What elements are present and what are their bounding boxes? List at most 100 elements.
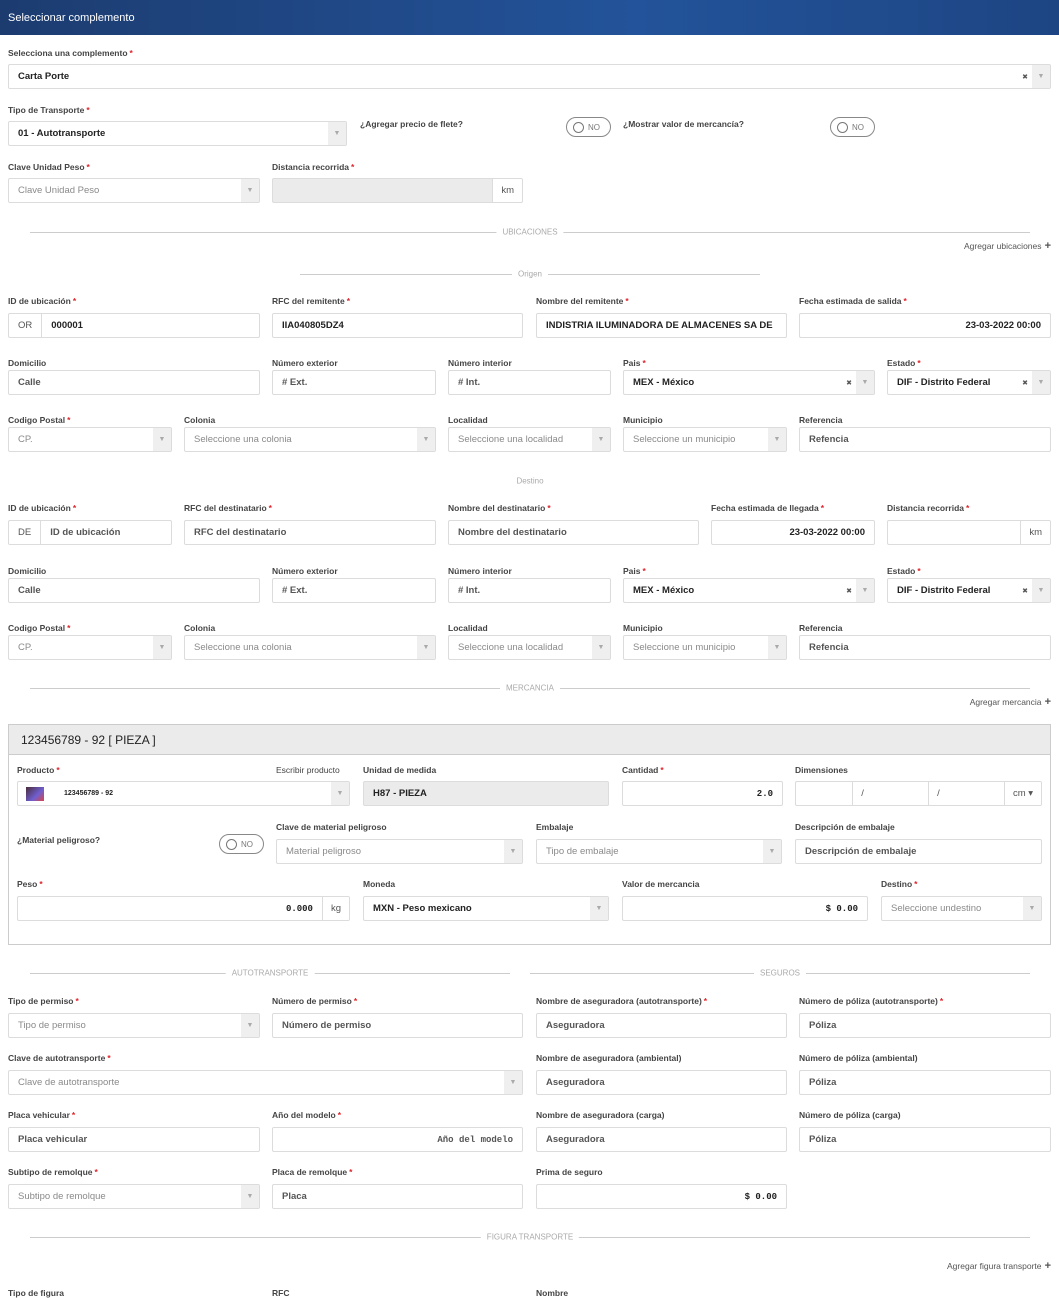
peso-input[interactable]: 0.000 kg — [17, 896, 350, 921]
add-figura-link[interactable]: Agregar figura transporte + — [947, 1260, 1051, 1272]
distancia-recorrida-input[interactable]: km — [887, 520, 1051, 545]
unit-dropdown[interactable]: cm ▾ — [1003, 782, 1041, 805]
producto-select[interactable]: 123456789 - 92 ▼ — [17, 781, 350, 806]
placa-vehicular-input[interactable]: Placa vehicular — [8, 1127, 260, 1152]
municipio-select[interactable]: Seleccione un municipio ▼ — [623, 635, 787, 660]
caret-down-icon[interactable]: ▼ — [328, 122, 346, 145]
caret-down-icon[interactable]: ▼ — [768, 636, 786, 659]
clear-x-icon[interactable]: ✖ — [846, 379, 852, 387]
cantidad-input[interactable]: 2.0 — [622, 781, 783, 806]
dimension-largo-input[interactable] — [796, 782, 852, 805]
caret-down-icon[interactable]: ▼ — [331, 782, 349, 805]
embalaje-select[interactable]: Tipo de embalaje ▼ — [536, 839, 782, 864]
add-mercancia-link[interactable]: Agregar mercancia + — [970, 696, 1051, 708]
numero-interior-input[interactable]: # Int. — [448, 370, 611, 395]
dimension-alto-input[interactable] — [948, 782, 1004, 805]
domicilio-label: Domicilio — [8, 358, 46, 368]
descripcion-de-embalaje-input[interactable]: Descripción de embalaje — [795, 839, 1042, 864]
caret-down-icon[interactable]: ▼ — [241, 1014, 259, 1037]
nombre-de-aseguradora-ambiental-input[interactable]: Aseguradora — [536, 1070, 787, 1095]
referencia-label-text: Referencia — [799, 415, 843, 425]
valor-de-mercancia-input[interactable]: $ 0.00 — [622, 896, 868, 921]
valor-mercancia-toggle[interactable]: NO — [830, 117, 875, 137]
municipio-select[interactable]: Seleccione un municipio ▼ — [623, 427, 787, 452]
numero-de-poliza-carga-input[interactable]: Póliza — [799, 1127, 1051, 1152]
peso-label-text: Peso — [17, 879, 38, 889]
nombre-de-aseguradora-autotransporte-input[interactable]: Aseguradora — [536, 1013, 787, 1038]
caret-down-icon[interactable]: ▼ — [590, 897, 608, 920]
rfc-del-destinatario-input[interactable]: RFC del destinatario — [184, 520, 436, 545]
caret-down-icon[interactable]: ▼ — [1032, 371, 1050, 394]
caret-down-icon[interactable]: ▼ — [1032, 65, 1050, 88]
estado-select[interactable]: DIF - Distrito Federal ✖ ▼ — [887, 370, 1051, 395]
subtipo-de-remolque-select[interactable]: Subtipo de remolque ▼ — [8, 1184, 260, 1209]
referencia-input[interactable]: Refencia — [799, 427, 1051, 452]
domicilio-input[interactable]: Calle — [8, 578, 260, 603]
id-de-ubicacion-input[interactable]: DE ID de ubicación — [8, 520, 172, 545]
clear-x-icon[interactable]: ✖ — [1022, 379, 1028, 387]
numero-de-permiso-input[interactable]: Número de permiso — [272, 1013, 523, 1038]
pais-select[interactable]: MEX - México ✖ ▼ — [623, 370, 875, 395]
caret-down-icon[interactable]: ▼ — [1023, 897, 1041, 920]
caret-down-icon[interactable]: ▼ — [856, 579, 874, 602]
flete-toggle[interactable]: NO — [566, 117, 611, 137]
localidad-select[interactable]: Seleccione una localidad ▼ — [448, 427, 611, 452]
caret-down-icon[interactable]: ▼ — [241, 1185, 259, 1208]
fecha-estimada-de-salida-input[interactable]: 23-03-2022 00:00 — [799, 313, 1051, 338]
fecha-estimada-de-llegada-input[interactable]: 23-03-2022 00:00 — [711, 520, 875, 545]
caret-down-icon[interactable]: ▼ — [153, 428, 171, 451]
caret-down-icon[interactable]: ▼ — [763, 840, 781, 863]
escribir-producto-link[interactable]: Escribir producto — [276, 765, 340, 775]
caret-down-icon[interactable]: ▼ — [592, 636, 610, 659]
dimension-ancho-input[interactable] — [872, 782, 928, 805]
caret-down-icon[interactable]: ▼ — [417, 428, 435, 451]
nombre-del-remitente-input[interactable]: INDISTRIA ILUMINADORA DE ALMACENES SA DE — [536, 313, 787, 338]
rfc-del-remitente-label-text: RFC del remitente — [272, 296, 345, 306]
caret-down-icon[interactable]: ▼ — [417, 636, 435, 659]
caret-down-icon[interactable]: ▼ — [856, 371, 874, 394]
tipo-de-transporte-select[interactable]: 01 - Autotransporte ▼ — [8, 121, 347, 146]
codigo-postal-select[interactable]: CP. ▼ — [8, 427, 172, 452]
required-mark: * — [625, 296, 629, 306]
colonia-select[interactable]: Seleccione una colonia ▼ — [184, 635, 436, 660]
numero-exterior-input[interactable]: # Ext. — [272, 578, 436, 603]
ano-del-modelo-input[interactable]: Año del modelo — [272, 1127, 523, 1152]
tipo-de-permiso-select[interactable]: Tipo de permiso ▼ — [8, 1013, 260, 1038]
numero-de-poliza-ambiental-input[interactable]: Póliza — [799, 1070, 1051, 1095]
caret-down-icon[interactable]: ▼ — [241, 179, 259, 202]
domicilio-input[interactable]: Calle — [8, 370, 260, 395]
nombre-de-aseguradora-carga-input[interactable]: Aseguradora — [536, 1127, 787, 1152]
selecciona-una-complemento-select[interactable]: Carta Porte ✖ ▼ — [8, 64, 1051, 89]
codigo-postal-select[interactable]: CP. ▼ — [8, 635, 172, 660]
localidad-select[interactable]: Seleccione una localidad ▼ — [448, 635, 611, 660]
clave-unidad-peso-select[interactable]: Clave Unidad Peso ▼ — [8, 178, 260, 203]
numero-de-poliza-autotransporte-input[interactable]: Póliza — [799, 1013, 1051, 1038]
caret-down-icon[interactable]: ▼ — [504, 1071, 522, 1094]
prima-de-seguro-input[interactable]: $ 0.00 — [536, 1184, 787, 1209]
clear-x-icon[interactable]: ✖ — [1022, 73, 1028, 81]
id-de-ubicacion-input[interactable]: OR 000001 — [8, 313, 260, 338]
clear-x-icon[interactable]: ✖ — [1022, 587, 1028, 595]
clear-x-icon[interactable]: ✖ — [846, 587, 852, 595]
caret-down-icon[interactable]: ▼ — [768, 428, 786, 451]
clave-de-material-peligroso-select[interactable]: Material peligroso ▼ — [276, 839, 523, 864]
colonia-select[interactable]: Seleccione una colonia ▼ — [184, 427, 436, 452]
caret-down-icon[interactable]: ▼ — [504, 840, 522, 863]
nombre-del-destinatario-input[interactable]: Nombre del destinatario — [448, 520, 699, 545]
placa-de-remolque-input[interactable]: Placa — [272, 1184, 523, 1209]
moneda-select[interactable]: MXN - Peso mexicano ▼ — [363, 896, 609, 921]
clave-de-autotransporte-select[interactable]: Clave de autotransporte ▼ — [8, 1070, 523, 1095]
numero-exterior-input[interactable]: # Ext. — [272, 370, 436, 395]
destino-select[interactable]: Seleccione undestino ▼ — [881, 896, 1042, 921]
estado-select[interactable]: DIF - Distrito Federal ✖ ▼ — [887, 578, 1051, 603]
referencia-input[interactable]: Refencia — [799, 635, 1051, 660]
add-ubicaciones-link[interactable]: Agregar ubicaciones + — [964, 240, 1051, 252]
caret-down-icon[interactable]: ▼ — [153, 636, 171, 659]
caret-down-icon[interactable]: ▼ — [592, 428, 610, 451]
caret-down-icon[interactable]: ▼ — [1032, 579, 1050, 602]
numero-interior-input[interactable]: # Int. — [448, 578, 611, 603]
rfc-del-remitente-input[interactable]: IIA040805DZ4 — [272, 313, 523, 338]
material-peligroso-toggle[interactable]: NO — [219, 834, 264, 854]
numero-de-poliza-carga-value: Póliza — [809, 1134, 837, 1145]
pais-select[interactable]: MEX - México ✖ ▼ — [623, 578, 875, 603]
